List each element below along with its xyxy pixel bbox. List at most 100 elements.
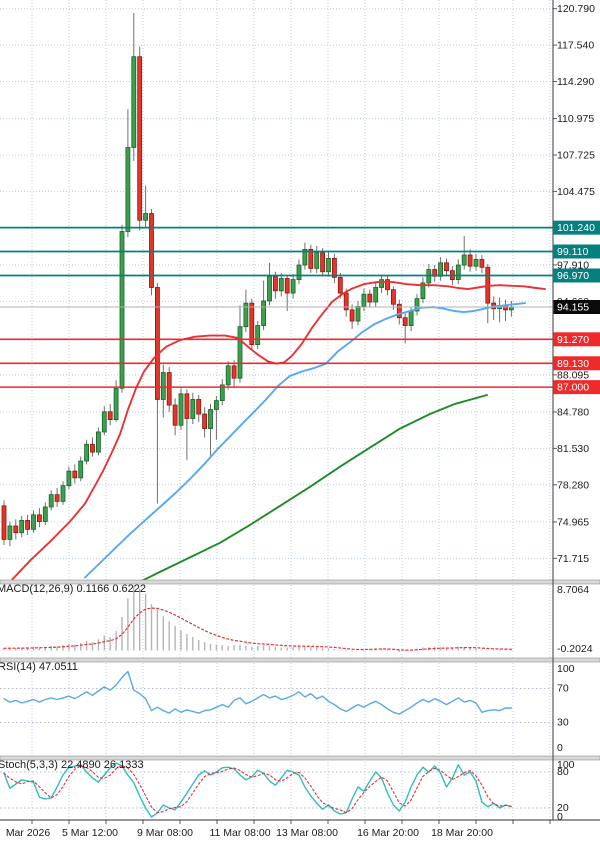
candle-bearish — [149, 213, 154, 288]
candle-bearish — [402, 317, 408, 326]
candle-bullish — [361, 293, 367, 307]
candle-bullish — [438, 262, 444, 277]
price-tick-label: 110.975 — [557, 113, 594, 125]
candle-bearish — [37, 514, 42, 522]
stoch-tick-label: 0 — [557, 811, 563, 823]
stoch-indicator-label: Stoch(5,3,3) 22.4890 26.1333 — [0, 759, 144, 771]
pane-separator — [0, 579, 600, 585]
price-tick-label: 97.910 — [557, 259, 589, 271]
time-axis-label: Mar 2026 — [6, 827, 51, 839]
candle-bullish — [66, 470, 72, 487]
resistance-badge — [553, 268, 600, 283]
time-axis-label: 16 Mar 20:00 — [357, 827, 419, 839]
rsi-tick-label: 100 — [557, 663, 575, 675]
candle-bearish — [231, 365, 237, 379]
candle-bearish — [343, 292, 349, 311]
resistance-badge — [553, 220, 600, 235]
candle-bullish — [119, 231, 125, 389]
candle-bearish — [272, 275, 278, 292]
candle-bearish — [396, 303, 402, 319]
candle-bullish — [131, 56, 137, 148]
candle-bullish — [31, 514, 36, 530]
price-tick-label: 117.540 — [557, 40, 594, 52]
candle-bearish — [107, 411, 113, 421]
candle-bullish — [208, 409, 213, 429]
rsi-tick-label: 0 — [557, 742, 563, 754]
rsi-line — [3, 670, 513, 715]
candle-bullish — [296, 264, 302, 281]
macd-min-label: -0.2024 — [557, 643, 593, 655]
candle-bullish — [408, 310, 414, 326]
stoch-k-line — [3, 762, 513, 818]
candle-bullish — [314, 252, 320, 269]
current-price-badge — [553, 300, 600, 314]
time-axis-label: 18 Mar 20:00 — [431, 827, 493, 839]
stoch-tick-label: 20 — [557, 802, 569, 814]
candle-bullish — [373, 287, 379, 303]
macd-signal-line — [3, 607, 512, 651]
candle-bearish — [367, 293, 373, 303]
candle-bearish — [284, 278, 290, 294]
grid-horizontal — [0, 8, 553, 559]
macd-indicator-label: MACD(12,26,9) 0.1166 0.6222 — [0, 583, 146, 595]
candle-bullish — [290, 279, 296, 294]
candle-bearish — [390, 289, 396, 305]
candle-bullish — [96, 431, 101, 453]
candle-bullish — [84, 443, 89, 462]
candle-bullish — [190, 399, 196, 419]
candle-bullish — [113, 387, 119, 421]
candle-bearish — [385, 279, 390, 291]
rsi-tick-label: 70 — [557, 683, 569, 695]
price-tick-label: 114.290 — [557, 76, 594, 88]
candle-bullish — [267, 275, 272, 302]
price-tick-label: 81.530 — [557, 443, 589, 455]
candle-bullish — [125, 147, 131, 232]
candle-bearish — [184, 393, 190, 419]
rsi-tick-label: 30 — [557, 717, 569, 729]
candle-bullish — [379, 279, 385, 288]
price-tick-label: 107.725 — [557, 150, 595, 162]
candle-bearish — [172, 404, 178, 426]
resistance-badge-label: 101.240 — [557, 222, 595, 234]
stoch-tick-label: 100 — [557, 759, 575, 771]
resistance-badge-label: 96.970 — [557, 270, 589, 282]
candle-bearish — [349, 309, 355, 322]
candle-bullish — [219, 384, 225, 401]
pane-separator — [0, 657, 600, 663]
price-tick-label: 84.780 — [557, 407, 589, 419]
price-tick-label: 71.715 — [557, 553, 589, 565]
time-axis-label: 13 Mar 08:00 — [276, 827, 338, 839]
price-tick-label: 88.095 — [557, 369, 589, 381]
candle-bearish — [25, 520, 31, 530]
candle-bullish — [420, 282, 426, 300]
support-badge — [553, 332, 600, 347]
candle-bearish — [137, 56, 143, 221]
candle-bearish — [72, 470, 78, 479]
candle-bullish — [19, 520, 25, 534]
candle-bullish — [225, 365, 231, 386]
candle-bearish — [196, 399, 202, 415]
candle-bearish — [249, 302, 255, 345]
candle-bearish — [1, 505, 7, 540]
candle-bullish — [213, 400, 219, 410]
candle-bearish — [202, 413, 208, 429]
candle-bearish — [337, 276, 343, 294]
support-badge — [553, 356, 600, 371]
candle-bullish — [278, 278, 284, 292]
time-axis-label: 9 Mar 08:00 — [137, 827, 193, 839]
candle-bearish — [90, 443, 95, 453]
candle-bullish — [243, 302, 249, 328]
candle-bullish — [7, 525, 13, 540]
candle-bullish — [355, 306, 361, 322]
resistance-badge — [553, 244, 600, 259]
support-badge — [553, 380, 600, 395]
price-tick-label: 120.790 — [557, 3, 595, 15]
candle-bullish — [414, 298, 420, 312]
candle-bullish — [60, 485, 66, 502]
support-badge-label: 89.130 — [557, 358, 589, 370]
candle-bearish — [467, 254, 473, 267]
price-tick-label: 104.475 — [557, 186, 595, 198]
candle-bearish — [320, 252, 326, 273]
support-badge-label: 91.270 — [557, 334, 589, 346]
candle-bearish — [166, 372, 172, 406]
